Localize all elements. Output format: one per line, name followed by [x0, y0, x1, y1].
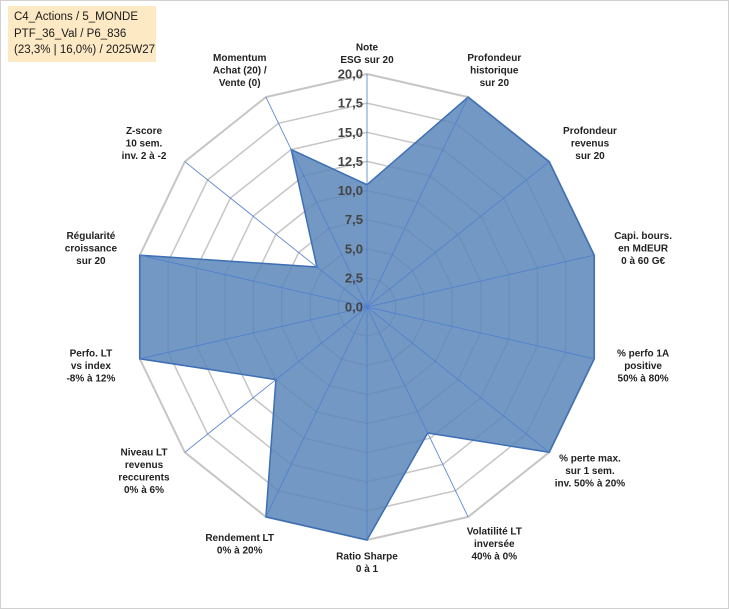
axis-label-3-line-1: en MdEUR	[618, 244, 669, 255]
tick-label-1: 2,5	[345, 270, 363, 285]
axis-label-13-line-0: Momentum	[213, 53, 266, 64]
axis-label-5-line-2: inv. 50% à 20%	[555, 479, 626, 490]
axis-spoke-5	[366, 306, 550, 453]
axis-label-4-line-0: % perfo 1A	[617, 348, 669, 359]
axis-spoke-2	[366, 161, 550, 308]
axis-label-8: Rendement LT 0% à 20%	[205, 533, 274, 557]
axis-labels-layer: Note ESG sur 20 Profondeur historique sur 20…	[65, 43, 672, 576]
axis-label-5-line-1: sur 1 sem.	[565, 466, 615, 477]
axis-spoke-12	[184, 161, 368, 308]
axis-label-11-line-0: Régularité	[66, 231, 115, 242]
axis-spoke-3	[366, 254, 595, 308]
axis-label-7-line-1: 0 à 1	[356, 564, 379, 575]
axis-label-11: Régularité croissance sur 20	[65, 231, 118, 267]
axis-label-3-line-0: Capi. bours.	[614, 231, 672, 242]
axis-label-13-line-2: Vente (0)	[219, 78, 261, 89]
axis-label-9-line-2: reccurents	[118, 473, 170, 484]
axis-label-12-line-2: inv. 2 à -2	[122, 151, 167, 162]
axis-label-9-line-0: Niveau LT	[120, 448, 167, 459]
axis-spoke-1	[366, 96, 469, 308]
tick-label-3: 7,5	[345, 212, 363, 227]
axis-label-0-line-1: ESG sur 20	[340, 55, 394, 66]
tick-label-4: 10,0	[338, 183, 363, 198]
axis-label-2-line-0: Profondeur	[563, 126, 617, 137]
axis-label-5-line-0: % perte max.	[559, 454, 621, 465]
axis-label-7-line-0: Ratio Sharpe	[336, 552, 398, 563]
axis-spoke-9	[184, 306, 368, 453]
axis-label-9: Niveau LT revenus reccurents 0% à 6%	[118, 448, 170, 497]
axis-label-13-line-1: Achat (20) /	[213, 65, 267, 76]
axis-spoke-11	[139, 254, 368, 308]
axis-label-12: Z-score 10 sem. inv. 2 à -2	[122, 126, 167, 162]
axis-label-1-line-1: historique	[470, 65, 519, 76]
axis-spoke-10	[139, 306, 368, 360]
tick-label-8: 20,0	[338, 67, 363, 82]
axis-label-11-line-2: sur 20	[76, 256, 106, 267]
info-line-2: PTF_36_Val / P6_836	[14, 27, 127, 40]
info-box: C4_Actions / 5_MONDE PTF_36_Val / P6_836…	[8, 6, 156, 62]
axis-label-1-line-2: sur 20	[480, 78, 510, 89]
axis-label-3: Capi. bours. en MdEUR 0 à 60 G€	[614, 231, 672, 267]
axis-label-12-line-0: Z-score	[126, 126, 163, 137]
axis-label-8-line-0: Rendement LT	[205, 533, 274, 544]
axis-label-6-line-2: 40% à 0%	[472, 552, 518, 563]
axis-label-10-line-2: -8% à 12%	[66, 373, 115, 384]
tick-label-0: 0,0	[345, 300, 363, 315]
axis-label-10: Perfo. LT vs index -8% à 12%	[66, 348, 115, 384]
axis-label-5: % perte max. sur 1 sem. inv. 50% à 20%	[555, 454, 626, 490]
axis-label-12-line-1: 10 sem.	[126, 138, 163, 149]
info-line-3: (23,3% | 16,0%) / 2025W27	[14, 44, 156, 56]
axis-label-4: % perfo 1A positive 50% à 80%	[617, 348, 669, 384]
axis-label-1-line-0: Profondeur	[467, 53, 521, 64]
axis-label-8-line-1: 0% à 20%	[217, 546, 263, 557]
axis-spoke-6	[366, 306, 469, 518]
axis-label-7: Ratio Sharpe 0 à 1	[336, 552, 398, 576]
axis-label-10-line-1: vs index	[71, 361, 111, 372]
axis-label-6: Volatilité LT inversée 40% à 0%	[467, 527, 522, 563]
axis-label-0-line-0: Note	[356, 43, 379, 54]
axis-spoke-13	[265, 96, 368, 308]
axis-label-13: Momentum Achat (20) / Vente (0)	[213, 53, 267, 89]
axis-spoke-4	[366, 306, 595, 360]
axis-label-0: Note ESG sur 20	[340, 43, 394, 67]
axis-label-6-line-0: Volatilité LT	[467, 527, 522, 538]
tick-label-6: 15,0	[338, 125, 363, 140]
axis-label-2-line-2: sur 20	[575, 151, 605, 162]
axis-label-11-line-1: croissance	[65, 244, 118, 255]
tick-label-2: 5,0	[345, 241, 363, 256]
tick-label-5: 12,5	[338, 154, 363, 169]
axis-label-9-line-3: 0% à 6%	[124, 485, 164, 496]
axis-label-10-line-0: Perfo. LT	[70, 348, 113, 359]
info-line-1: C4_Actions / 5_MONDE	[14, 11, 138, 23]
axis-label-1: Profondeur historique sur 20	[467, 53, 521, 89]
tick-labels-layer: 0,0 2,5 5,0 7,5 10,0 12,5 15,0 17,5 20,0	[338, 67, 363, 315]
axis-label-2-line-1: revenus	[571, 138, 610, 149]
spokes-layer	[139, 74, 595, 540]
axis-label-2: Profondeur revenus sur 20	[563, 126, 617, 162]
axis-label-6-line-1: inversée	[474, 539, 515, 550]
axis-label-3-line-2: 0 à 60 G€	[621, 256, 665, 267]
tick-label-7: 17,5	[338, 96, 363, 111]
axis-label-4-line-2: 50% à 80%	[618, 373, 669, 384]
axis-label-4-line-1: positive	[624, 361, 662, 372]
axis-spoke-8	[265, 306, 368, 518]
axis-label-9-line-1: revenus	[125, 460, 164, 471]
